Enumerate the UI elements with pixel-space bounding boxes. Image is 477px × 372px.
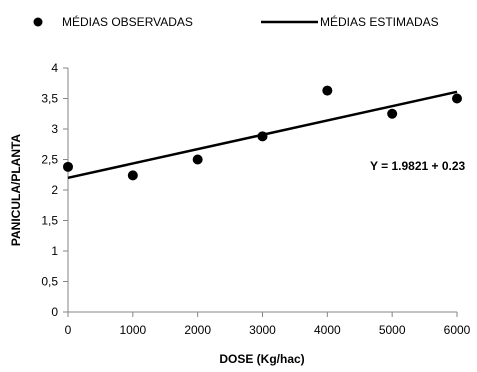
x-ticks: 0 1000 2000 3000 4000 5000 6000 (65, 312, 471, 337)
data-point (192, 154, 203, 165)
x-tick-label: 6000 (444, 323, 471, 337)
data-point (127, 170, 138, 181)
y-ticks: 0 0,5 1 1,5 2 2,5 3 3,5 4 (41, 61, 68, 319)
y-tick-label: 1,5 (41, 214, 58, 228)
x-tick-label: 5000 (379, 323, 406, 337)
observed-points-series (63, 85, 462, 181)
y-tick-label: 1 (51, 244, 58, 258)
legend: MÉDIAS OBSERVADAS MÉDIAS ESTIMADAS (33, 14, 439, 29)
data-point (387, 108, 398, 119)
y-axis-title: PANICULA/PLANTA (9, 134, 23, 247)
legend-marker-observed (33, 17, 43, 27)
data-point (63, 161, 73, 172)
data-point (257, 131, 268, 142)
y-tick-label: 3,5 (41, 92, 58, 106)
y-tick-label: 4 (51, 61, 58, 75)
legend-label-observed: MÉDIAS OBSERVADAS (62, 14, 193, 29)
x-tick-label: 3000 (249, 323, 276, 337)
data-point (322, 85, 333, 96)
y-tick-label: 2 (51, 183, 58, 197)
x-tick-label: 4000 (314, 323, 341, 337)
x-tick-label: 2000 (184, 323, 211, 337)
data-point (452, 93, 462, 104)
y-tick-label: 0,5 (41, 275, 58, 289)
regression-equation: Y = 1.9821 + 0.23 (370, 159, 466, 173)
y-tick-label: 3 (51, 122, 58, 136)
x-axis-title: DOSE (Kg/hac) (219, 352, 304, 366)
x-tick-label: 0 (65, 323, 72, 337)
x-tick-label: 1000 (119, 323, 146, 337)
y-tick-label: 2,5 (41, 153, 58, 167)
y-tick-label: 0 (51, 305, 58, 319)
legend-label-estimated: MÉDIAS ESTIMADAS (320, 14, 439, 29)
